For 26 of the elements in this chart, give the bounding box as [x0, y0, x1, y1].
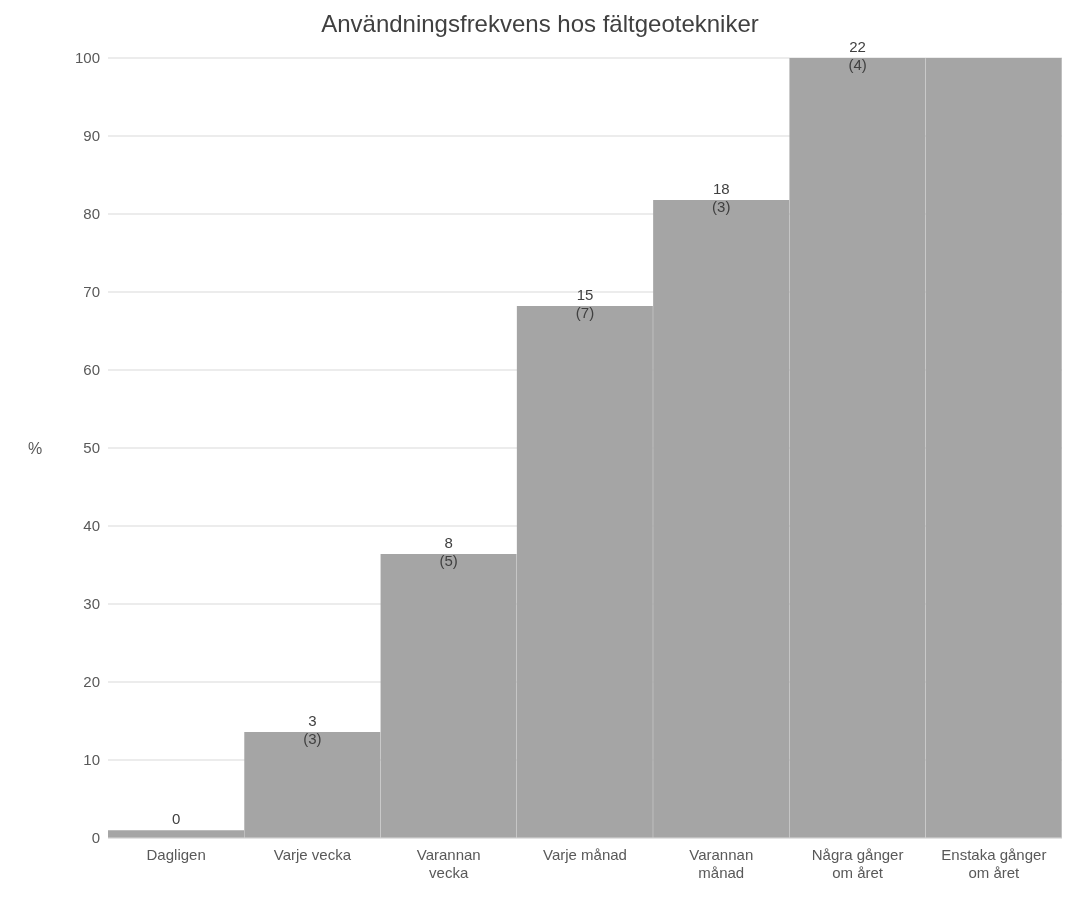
y-tick-label: 40	[83, 517, 100, 535]
y-tick-label: 20	[83, 673, 100, 691]
annotation: 22 (4)	[848, 38, 867, 73]
x-tick-label: Varannan månad	[689, 846, 754, 881]
y-tick-label: 10	[83, 751, 100, 769]
x-tick-label: Enstaka gånger om året	[941, 846, 1047, 881]
chart-title: Användningsfrekvens hos fältgeotekniker	[320, 10, 760, 38]
x-tick-label: Varje vecka	[273, 846, 352, 863]
x-tick-label: Varannan vecka	[416, 846, 481, 881]
y-tick-label: 80	[83, 205, 100, 223]
y-tick-label: 70	[83, 283, 100, 301]
x-tick-label: Dagligen	[146, 846, 206, 863]
annotation: 8 (5)	[439, 534, 458, 570]
annotation: 18 (3)	[712, 179, 731, 215]
y-tick-label: 0	[91, 829, 100, 847]
y-tick-label: 60	[83, 361, 100, 379]
y-tick-label: 30	[83, 595, 100, 613]
y-tick-label: 100	[74, 49, 100, 67]
y-tick-label: 50	[83, 439, 100, 457]
x-tick-label: Några gånger om året	[811, 846, 904, 881]
annotation: 15 (7)	[575, 286, 595, 322]
annotation: 0	[171, 810, 181, 828]
y-axis-title: %	[28, 439, 43, 457]
annotation: 3 (3)	[303, 711, 322, 747]
y-tick-label: 90	[83, 127, 100, 145]
x-tick-label: Varje månad	[543, 846, 627, 863]
